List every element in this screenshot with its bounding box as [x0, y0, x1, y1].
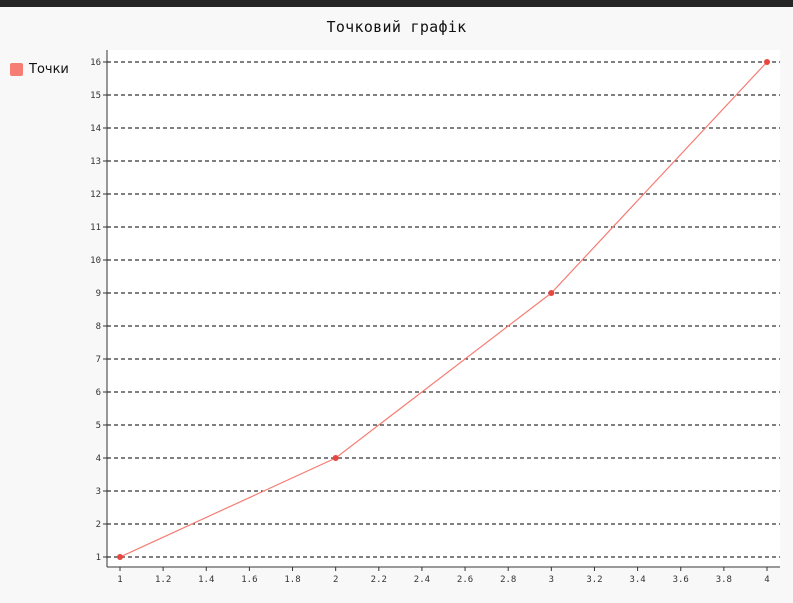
y-tick-label: 10 — [90, 256, 101, 266]
y-tick-label: 4 — [96, 454, 101, 464]
y-tick-label: 7 — [96, 355, 101, 365]
x-tick-label: 2 — [333, 575, 338, 585]
x-tick-label: 1.6 — [241, 575, 257, 585]
axes — [106, 50, 780, 568]
y-tick-label: 12 — [90, 190, 101, 200]
x-tick-label: 2.8 — [500, 575, 516, 585]
y-tick-label: 9 — [96, 289, 101, 299]
y-tick-label: 13 — [90, 157, 101, 167]
y-tick-label: 16 — [90, 58, 101, 68]
x-tick-label: 4 — [764, 575, 769, 585]
legend-label: Точки — [29, 62, 69, 77]
grid-lines — [107, 61, 780, 558]
x-tick-label: 2.4 — [414, 575, 430, 585]
x-tick-label: 3.2 — [586, 575, 602, 585]
x-axis-ticks: 1 1.2 1.4 1.6 1.8 2 2.2 2.4 2.6 2.8 3 3.2 3.4 3.6 3.8 4 — [117, 567, 770, 585]
y-tick-label: 2 — [96, 520, 101, 530]
x-tick-label: 1.4 — [198, 575, 214, 585]
x-tick-label: 3.4 — [629, 575, 645, 585]
x-tick-label: 3.6 — [673, 575, 689, 585]
x-tick-label: 1.2 — [155, 575, 171, 585]
y-tick-label: 15 — [90, 91, 101, 101]
x-tick-label: 2.6 — [457, 575, 473, 585]
plot-area — [107, 50, 780, 568]
x-tick-label: 2.2 — [371, 575, 387, 585]
data-point — [548, 290, 555, 296]
x-tick-label: 3.8 — [716, 575, 732, 585]
x-tick-label: 1 — [117, 575, 122, 585]
data-point — [764, 59, 770, 65]
y-tick-label: 8 — [96, 322, 101, 332]
y-tick-label: 1 — [96, 553, 101, 563]
window-top-bar — [0, 0, 793, 7]
y-tick-label: 6 — [96, 388, 101, 398]
y-tick-label: 3 — [96, 487, 101, 497]
data-point — [332, 455, 339, 461]
series-group — [117, 59, 770, 560]
x-tick-label: 1.8 — [284, 575, 300, 585]
legend[interactable]: Точки — [10, 62, 69, 77]
chart-title: Точковий графік — [326, 18, 467, 36]
series-line — [119, 61, 768, 558]
y-tick-label: 11 — [90, 223, 101, 233]
y-tick-label: 14 — [90, 124, 101, 134]
legend-swatch — [10, 63, 23, 76]
y-tick-label: 5 — [96, 421, 101, 431]
data-point — [117, 554, 123, 560]
x-tick-label: 3 — [549, 575, 554, 585]
